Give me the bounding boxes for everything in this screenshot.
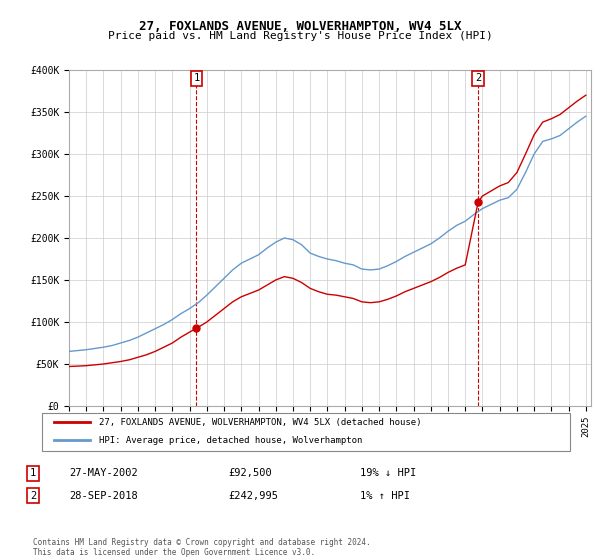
Text: 19% ↓ HPI: 19% ↓ HPI (360, 468, 416, 478)
Text: HPI: Average price, detached house, Wolverhampton: HPI: Average price, detached house, Wolv… (99, 436, 362, 445)
Text: £92,500: £92,500 (228, 468, 272, 478)
Text: 27, FOXLANDS AVENUE, WOLVERHAMPTON, WV4 5LX: 27, FOXLANDS AVENUE, WOLVERHAMPTON, WV4 … (139, 20, 461, 32)
Text: 2: 2 (475, 73, 481, 83)
Text: 1: 1 (193, 73, 200, 83)
Text: 2: 2 (30, 491, 36, 501)
Text: 1: 1 (30, 468, 36, 478)
Text: 27-MAY-2002: 27-MAY-2002 (69, 468, 138, 478)
Text: 27, FOXLANDS AVENUE, WOLVERHAMPTON, WV4 5LX (detached house): 27, FOXLANDS AVENUE, WOLVERHAMPTON, WV4 … (99, 418, 421, 427)
Text: Price paid vs. HM Land Registry's House Price Index (HPI): Price paid vs. HM Land Registry's House … (107, 31, 493, 41)
Text: 28-SEP-2018: 28-SEP-2018 (69, 491, 138, 501)
Text: £242,995: £242,995 (228, 491, 278, 501)
Text: Contains HM Land Registry data © Crown copyright and database right 2024.
This d: Contains HM Land Registry data © Crown c… (33, 538, 371, 557)
Text: 1% ↑ HPI: 1% ↑ HPI (360, 491, 410, 501)
